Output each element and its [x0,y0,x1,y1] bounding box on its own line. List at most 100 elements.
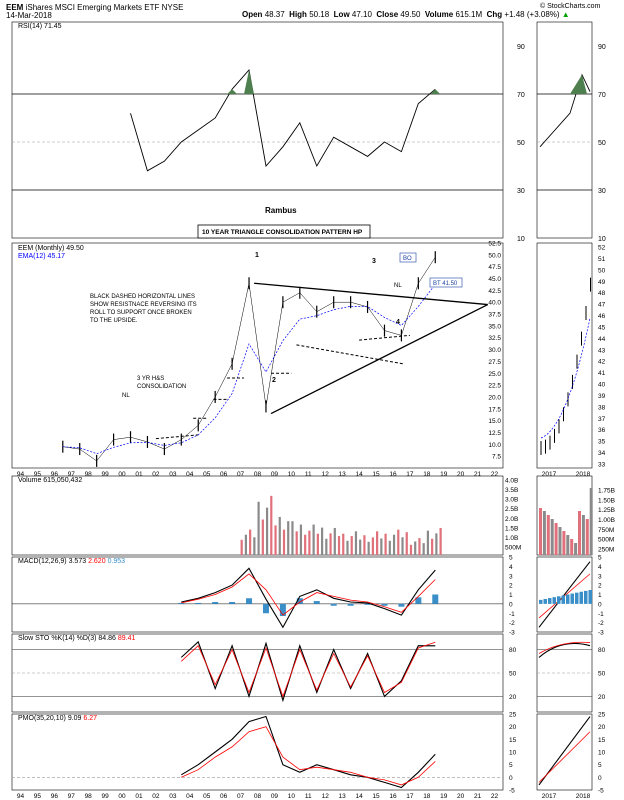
price-ytick-right: 41 [598,370,606,377]
macd-ytick-right: -1 [598,611,604,618]
volume-bar [337,536,341,555]
price-ytick: 7.5 [492,454,501,461]
volume-bar [240,539,243,555]
macd-histogram-bar [212,602,219,604]
volume-bar [257,501,260,555]
pmo-xtick: 16 [389,793,397,800]
price-xtick: 20 [457,471,465,478]
volume-bar-right [589,488,593,555]
hs-label-2: CONSOLIDATION [137,384,186,390]
volume-bar [363,535,366,555]
volume-bar [312,524,315,555]
pmo-xtick: 02 [152,793,160,800]
breakout-label: BO [403,256,412,262]
sto-ytick-right: 50 [598,671,606,678]
price-xtick: 02 [152,471,160,478]
price-xtick: 22 [491,471,499,478]
pmo-xtick: 98 [85,793,93,800]
price-xtick: 16 [389,471,397,478]
price-ytick-right: 39 [598,393,606,400]
macd-ytick-right: 0 [598,601,602,608]
volume-bar [354,531,358,555]
pmo-xtick: 20 [457,793,465,800]
macd-histogram-bar [381,603,388,606]
volume-bar [405,532,408,555]
rsi-ytick-right: 70 [598,92,606,99]
volume-bar [261,519,264,555]
volume-ytick-right: 750M [598,527,614,534]
price-ytick: 30.0 [488,347,501,354]
pmo-xtick: 99 [102,793,110,800]
neckline-label-right: NL [394,283,402,289]
rsi-ytick-right: 90 [598,44,606,51]
pivot-4: 4 [396,319,400,326]
panel-frame-rsi [11,21,504,239]
price-xtick: 10 [288,471,296,478]
rsi-ytick: 70 [517,92,525,99]
triangle-upper-line [254,282,488,306]
price-ytick-right: 37 [598,416,606,423]
volume-bar [274,525,277,555]
volume-ytick: 4.0B [505,478,518,485]
volume-bar [320,527,324,555]
volume-bar [384,533,387,555]
macd-ytick-right: 2 [598,583,602,590]
volume-bar [287,521,290,555]
ema-line-right [540,317,591,439]
price-ytick: 10.0 [488,442,501,449]
pmo-xtick: 06 [220,793,228,800]
credit-label: © StockCharts.com [540,3,601,10]
sto-k-line-right [538,642,591,658]
price-ytick-right: 38 [598,404,606,411]
volume-ytick: 2.5B [505,506,518,513]
exchange-label: NYSE [161,3,184,12]
pmo-xtick: 07 [237,793,245,800]
security-name: iShares MSCI Emerging Markets ETF [25,3,160,12]
volume-ytick: 3.5B [505,487,518,494]
rsi-ytick-right: 50 [598,140,606,147]
price-ytick: 15.0 [488,418,501,425]
panel-frame-macd [11,556,504,633]
price-xtick-right: 2017 [542,471,557,478]
volume-ytick-right: 1.50B [598,497,615,504]
price-ytick-right: 46 [598,313,606,320]
macd-histogram-bar-right [561,595,565,604]
macd-ytick: 0 [509,601,513,608]
volume-ytick: 2.0B [505,516,518,523]
rsi-overbought-fill [227,89,238,94]
price-ytick: 17.5 [488,406,501,413]
panel-frame-price [11,242,504,469]
pmo-ytick: 25 [509,712,517,719]
pmo-ytick-right: 20 [598,724,606,731]
pmo-ytick: -5 [509,788,515,795]
price-ytick: 45.0 [488,276,501,283]
price-ytick: 42.5 [488,288,501,295]
pmo-xtick-right: 2018 [576,793,591,800]
macd-histogram-bar [262,603,269,614]
pmo-ytick-right: 10 [598,750,606,757]
macd-histogram-bar-right [584,590,588,604]
volume-bar [426,530,430,555]
volume-bar [409,544,413,555]
price-ytick-right: 34 [598,450,606,457]
price-xtick: 15 [372,471,380,478]
volume-bar [359,539,362,555]
panel-frame-right-pmo [536,713,593,791]
macd-histogram-bar [347,603,354,606]
pmo-ytick-right: 0 [598,775,602,782]
price-xtick: 12 [322,471,330,478]
price-xtick: 13 [339,471,347,478]
ohlc-readout: Open 48.37 High 50.18 Low 47.10 Close 49… [242,10,570,19]
macd-ytick: 1 [509,592,513,599]
price-xtick: 04 [186,471,194,478]
price-ytick-right: 48 [598,290,606,297]
pmo-xtick: 19 [440,793,448,800]
macd-histogram-bar-right [579,591,583,604]
rsi-ytick: 30 [517,188,525,195]
volume-bar [244,534,248,555]
macd-ytick-right: -3 [598,630,604,637]
backtest-box [429,277,463,288]
volume-bar [380,538,383,555]
pmo-xtick: 94 [17,793,25,800]
pmo-ytick-right: 5 [598,762,602,769]
